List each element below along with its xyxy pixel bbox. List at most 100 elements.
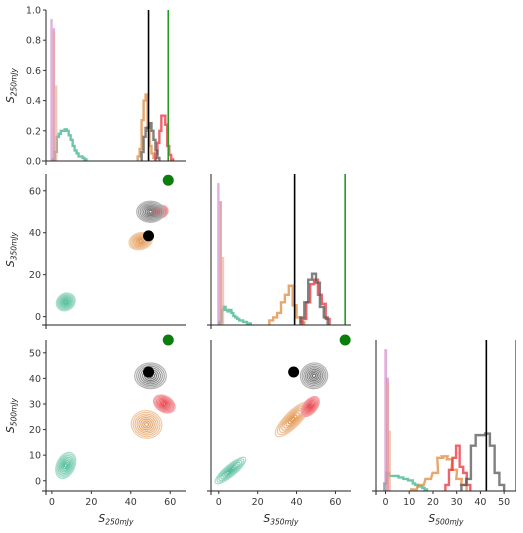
hist-panel-S_250mJy: 0.0 0.2 0.4 0.6 0.8 1.0 S250mJy [5,6,186,168]
kde-contour-orange-1 [132,411,161,438]
kde-contour-teal-5 [61,459,71,471]
kde-contour-red-5 [159,400,169,408]
hist-bar-pink-0 [217,183,220,325]
reference-point-0 [143,230,155,242]
kde-contour-red-6 [307,403,314,410]
y-tick-label: 30 [29,399,41,410]
hist-step-teal [218,305,253,325]
kde-contour-orange-6 [287,414,298,425]
kde-contour-grey-4 [306,368,322,383]
y-axis-label-S_350mJy: S350mJy [5,231,19,267]
kde-contour-teal-5 [224,464,237,477]
kde-contour-teal-6 [62,299,69,305]
hist-step-grey [460,432,506,491]
x-tick-label: 40 [125,497,137,508]
kde-contour-red-4 [158,398,171,410]
kde-panel-S_250mJy-vs-S_500mJy: 0 20 40 60 S250mJy 0 10 20 30 40 50 S500mJy [5,334,186,527]
kde-contour-teal-4 [222,463,239,478]
kde-contour-red-2 [155,396,173,412]
x-tick-label: 0 [216,497,222,508]
hist-bar-pink-0 [50,19,53,161]
kde-contour-red-1 [301,397,319,416]
kde-panel-S_350mJy-vs-S_500mJy: 0 20 40 60 S350mJy [207,334,351,527]
kde-contour-teal-1 [216,458,245,483]
y-tick-label: 20 [29,270,41,281]
y-tick-label: 1.0 [26,6,41,17]
hist-step-orange [409,455,468,491]
x-tick-label: 60 [329,497,341,508]
kde-contour-grey-5 [144,207,157,217]
kde-contour-grey-1 [136,364,165,388]
plot-area [55,362,176,480]
kde-contour-teal-2 [58,294,74,310]
x-tick-label: 0 [382,497,388,508]
plot-area [55,200,169,312]
hist-panel-S_350mJy [207,174,351,329]
kde-contour-grey-2 [303,365,325,387]
plot-area [214,362,329,485]
kde-contour-grey-3 [304,367,324,385]
x-tick-label: 20 [427,497,439,508]
plot-area [217,174,346,325]
x-tick-label: 10 [403,497,415,508]
hist-bar-salmon-0 [52,31,56,161]
x-tick-label: 0 [49,497,55,508]
hist-step-grey [140,122,161,161]
plot-area [383,340,516,491]
kde-contour-orange-7 [144,422,150,427]
kde-contour-teal-2 [57,455,74,476]
kde-contour-grey-1 [301,363,327,388]
hist-bar-salmon-0 [386,382,390,491]
kde-contour-teal-0 [55,451,77,480]
kde-contour-red-3 [157,397,172,411]
kde-panel-S_250mJy-vs-S_350mJy: 0 20 40 60 S350mJy [5,174,186,329]
kde-contour-teal-7 [63,300,68,304]
reference-point-0 [143,366,155,378]
y-axis-label-S_250mJy: S250mJy [5,67,19,103]
hist-bar-salmon-1 [388,430,391,491]
kde-contour-orange-7 [289,416,296,423]
kde-contour-grey-0 [134,362,167,390]
x-tick-label: 20 [85,497,97,508]
kde-contour-orange-3 [136,415,157,434]
kde-contour-teal-0 [55,292,76,312]
kde-contour-orange-7 [138,239,143,243]
plot-area [50,10,175,161]
hist-panel-S_500mJy: 0 10 20 30 40 50 S500mJy [372,340,516,527]
y-tick-label: 40 [29,228,41,239]
kde-contour-red-3 [303,399,317,414]
hist-bar-salmon-1 [221,257,225,325]
hist-bar-pink-0 [384,349,388,491]
kde-contour-teal-3 [58,456,73,475]
kde-contour-grey-3 [141,204,160,219]
kde-contour-teal-4 [60,296,72,307]
kde-contour-teal-1 [56,453,76,478]
x-axis-label-S_250mJy: S250mJy [99,513,135,527]
kde-contour-grey-1 [137,201,164,222]
y-tick-label: 0.8 [26,36,41,47]
kde-contour-red-2 [302,398,318,415]
kde-contour-orange-0 [130,410,163,439]
kde-contour-orange-5 [140,418,153,431]
kde-contour-grey-0 [136,200,165,223]
kde-contour-red-0 [300,396,320,418]
kde-contour-grey-4 [143,205,159,218]
kde-contour-red-5 [306,402,315,411]
x-tick-label: 40 [474,497,486,508]
y-tick-label: 20 [29,425,41,436]
kde-contour-orange-6 [142,420,151,429]
x-tick-label: 30 [451,497,463,508]
y-tick-label: 0.6 [26,66,41,77]
y-tick-label: 0.2 [26,126,41,137]
hist-bar-salmon-1 [55,85,58,161]
y-tick-label: 0 [35,476,41,487]
kde-contour-teal-1 [56,293,75,311]
x-axis-label-S_500mJy: S500mJy [429,513,465,527]
x-axis-label-S_350mJy: S350mJy [264,513,300,527]
kde-contour-grey-6 [146,208,155,215]
x-tick-label: 50 [498,497,510,508]
kde-contour-grey-7 [311,373,317,379]
kde-contour-grey-7 [148,209,153,214]
reference-point-1 [162,174,174,186]
